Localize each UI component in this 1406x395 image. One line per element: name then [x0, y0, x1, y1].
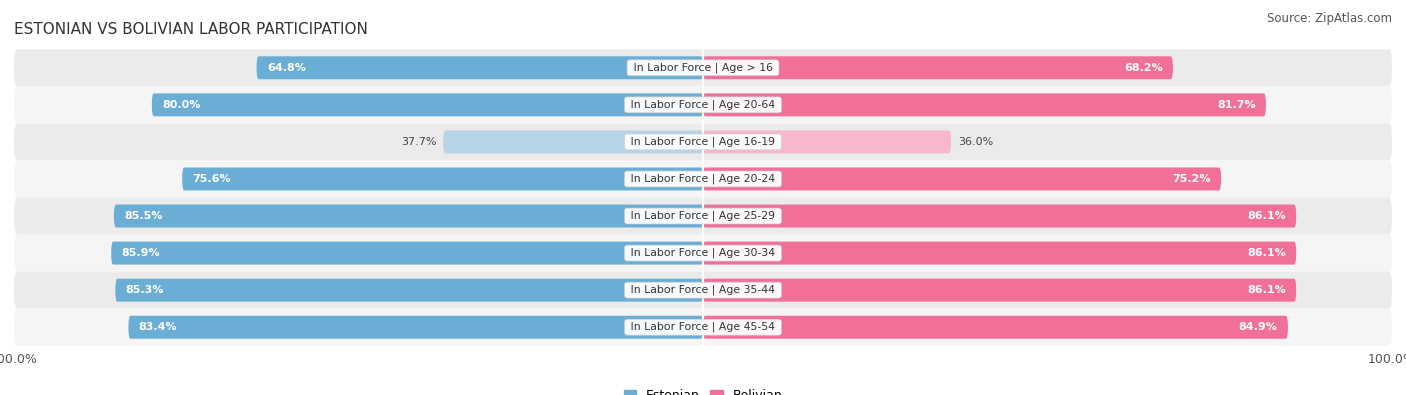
- Text: 81.7%: 81.7%: [1218, 100, 1256, 110]
- Text: In Labor Force | Age 16-19: In Labor Force | Age 16-19: [627, 137, 779, 147]
- Text: 86.1%: 86.1%: [1247, 248, 1286, 258]
- Text: In Labor Force | Age 20-64: In Labor Force | Age 20-64: [627, 100, 779, 110]
- FancyBboxPatch shape: [703, 167, 1220, 190]
- Legend: Estonian, Bolivian: Estonian, Bolivian: [619, 384, 787, 395]
- Text: 80.0%: 80.0%: [162, 100, 201, 110]
- FancyBboxPatch shape: [152, 93, 703, 117]
- Text: 86.1%: 86.1%: [1247, 211, 1286, 221]
- FancyBboxPatch shape: [256, 56, 703, 79]
- Text: 75.6%: 75.6%: [193, 174, 231, 184]
- Text: 85.5%: 85.5%: [124, 211, 163, 221]
- Text: 83.4%: 83.4%: [139, 322, 177, 332]
- FancyBboxPatch shape: [115, 278, 703, 302]
- Text: 37.7%: 37.7%: [401, 137, 436, 147]
- FancyBboxPatch shape: [111, 242, 703, 265]
- FancyBboxPatch shape: [14, 123, 1392, 160]
- Text: 84.9%: 84.9%: [1239, 322, 1278, 332]
- Text: 85.9%: 85.9%: [121, 248, 160, 258]
- FancyBboxPatch shape: [14, 235, 1392, 272]
- Text: In Labor Force | Age 35-44: In Labor Force | Age 35-44: [627, 285, 779, 295]
- Text: 64.8%: 64.8%: [267, 63, 305, 73]
- Text: 86.1%: 86.1%: [1247, 285, 1286, 295]
- FancyBboxPatch shape: [703, 242, 1296, 265]
- FancyBboxPatch shape: [703, 316, 1288, 339]
- FancyBboxPatch shape: [14, 198, 1392, 235]
- FancyBboxPatch shape: [703, 278, 1296, 302]
- FancyBboxPatch shape: [14, 308, 1392, 346]
- FancyBboxPatch shape: [128, 316, 703, 339]
- FancyBboxPatch shape: [703, 56, 1173, 79]
- Text: 75.2%: 75.2%: [1173, 174, 1211, 184]
- Text: In Labor Force | Age 25-29: In Labor Force | Age 25-29: [627, 211, 779, 221]
- FancyBboxPatch shape: [14, 49, 1392, 87]
- FancyBboxPatch shape: [703, 93, 1265, 117]
- FancyBboxPatch shape: [14, 87, 1392, 123]
- FancyBboxPatch shape: [703, 205, 1296, 228]
- Text: In Labor Force | Age 45-54: In Labor Force | Age 45-54: [627, 322, 779, 333]
- FancyBboxPatch shape: [114, 205, 703, 228]
- Text: 68.2%: 68.2%: [1123, 63, 1163, 73]
- Text: 85.3%: 85.3%: [125, 285, 165, 295]
- Text: 36.0%: 36.0%: [957, 137, 993, 147]
- Text: In Labor Force | Age 30-34: In Labor Force | Age 30-34: [627, 248, 779, 258]
- FancyBboxPatch shape: [14, 272, 1392, 308]
- Text: In Labor Force | Age 20-24: In Labor Force | Age 20-24: [627, 174, 779, 184]
- FancyBboxPatch shape: [703, 130, 950, 153]
- FancyBboxPatch shape: [14, 160, 1392, 198]
- FancyBboxPatch shape: [183, 167, 703, 190]
- Text: Source: ZipAtlas.com: Source: ZipAtlas.com: [1267, 12, 1392, 25]
- Text: ESTONIAN VS BOLIVIAN LABOR PARTICIPATION: ESTONIAN VS BOLIVIAN LABOR PARTICIPATION: [14, 21, 368, 36]
- Text: In Labor Force | Age > 16: In Labor Force | Age > 16: [630, 62, 776, 73]
- FancyBboxPatch shape: [443, 130, 703, 153]
